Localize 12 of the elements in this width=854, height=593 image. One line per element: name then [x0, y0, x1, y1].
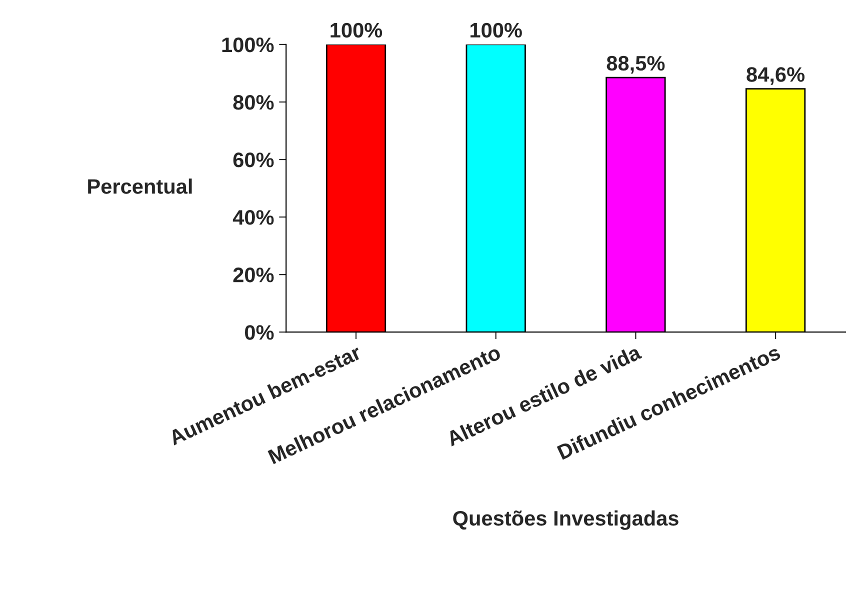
x-axis-title: Questões Investigadas: [453, 510, 678, 530]
y-tick-label: 0%: [244, 325, 274, 340]
data-label: 100%: [470, 22, 522, 38]
y-tick-label: 100%: [222, 37, 274, 52]
data-label: 100%: [330, 22, 382, 38]
y-tick-label: 40%: [232, 210, 274, 225]
data-label: 84,6%: [746, 67, 805, 85]
y-tick-label: 60%: [233, 152, 274, 168]
y-tick-label: 20%: [233, 268, 274, 282]
y-axis-title: Percentual: [88, 178, 192, 194]
y-tick-label: 80%: [233, 94, 274, 110]
data-label: 88,5%: [606, 56, 665, 74]
